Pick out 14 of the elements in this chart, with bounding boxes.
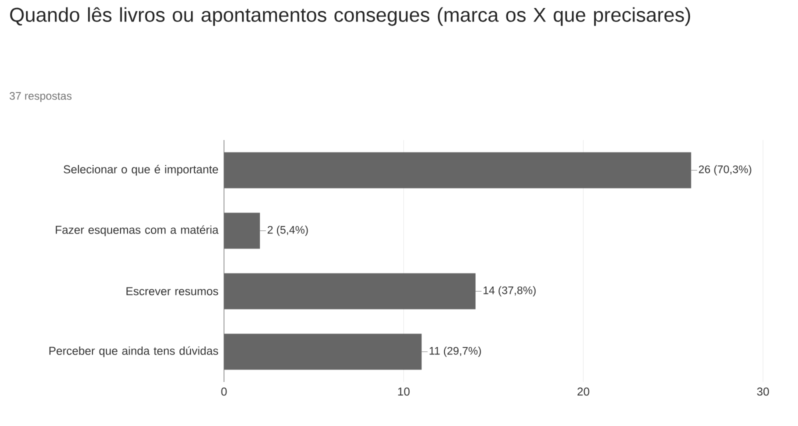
- y-tick-label: Escrever resumos: [126, 287, 218, 296]
- data-label: 2 (5,4%): [268, 226, 308, 236]
- y-tick-label: Perceber que ainda tens dúvidas: [49, 346, 218, 358]
- y-tick-label: Fazer esquemas com a matéria: [56, 225, 219, 236]
- data-label: 26 (70,3%): [698, 165, 752, 176]
- x-tick-label: 0: [221, 388, 227, 396]
- chart-title: Quando lês livros ou apontamentos consegues (marca os X que precisares): [10, 7, 690, 26]
- x-tick-label: 30: [757, 388, 769, 396]
- text: 37 respostas: [10, 92, 72, 102]
- y-tick-label: Selecionar o que é importante: [64, 164, 218, 176]
- data-label: 14 (37,8%): [484, 286, 536, 296]
- data-label: 11 (29,7%): [430, 346, 481, 357]
- x-tick-label: 20: [578, 388, 590, 396]
- x-tick-label: 10: [398, 388, 410, 396]
